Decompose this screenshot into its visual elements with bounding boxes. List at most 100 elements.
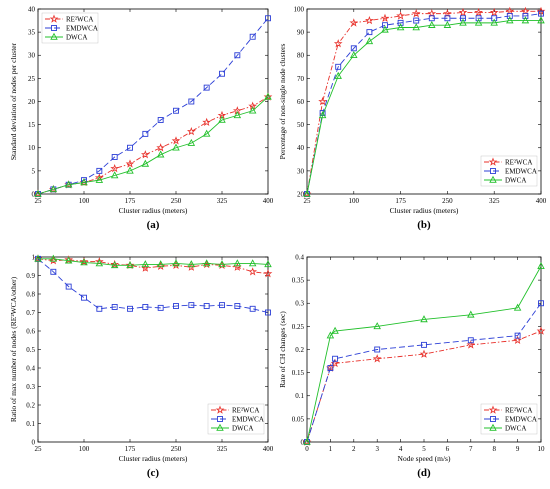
data-point — [218, 115, 226, 123]
series-line — [37, 17, 269, 195]
legend-marker — [488, 157, 498, 166]
legend-marker — [489, 175, 497, 183]
data-point — [49, 185, 58, 193]
data-point — [522, 12, 529, 19]
data-point — [521, 6, 530, 16]
x-tick-label: 3 — [375, 445, 379, 453]
data-point — [96, 305, 103, 312]
legend-entry: EMDWCA — [505, 167, 537, 175]
series-line — [37, 96, 269, 195]
data-point — [110, 261, 119, 269]
data-point — [233, 111, 242, 119]
data-point — [333, 39, 343, 48]
data-point — [234, 303, 241, 309]
data-point — [366, 29, 373, 36]
data-point — [203, 303, 210, 309]
data-point — [188, 302, 195, 309]
y-tick-label: 90 — [297, 29, 305, 37]
panel-caption: (d) — [417, 467, 431, 479]
y-tick-label: 80 — [297, 52, 305, 60]
legend-entry: DWCA — [232, 424, 253, 432]
data-point — [157, 304, 164, 311]
x-tick-label: 250 — [171, 445, 182, 453]
data-point — [538, 300, 544, 307]
legend-marker — [50, 32, 58, 40]
data-point — [411, 9, 421, 18]
data-point — [506, 12, 513, 19]
data-point — [373, 322, 381, 330]
data-point — [365, 15, 374, 25]
data-point — [187, 260, 196, 268]
data-point — [350, 50, 358, 58]
y-tick-label: 5 — [32, 167, 36, 175]
chart-panel-3: 25 100 175 250 325 400 0 0.1 0.2 0.3 0.4 0.5 0.6 0.7 0… — [9, 253, 274, 479]
data-point — [412, 23, 420, 31]
legend-entry: EMDWCA — [66, 24, 98, 32]
x-tick-label: 25 — [35, 445, 43, 453]
data-point — [173, 107, 179, 114]
y-axis-label: Rate of CH changes (sec) — [278, 311, 287, 388]
data-point — [506, 16, 514, 24]
x-tick-label: 5 — [422, 445, 426, 453]
y-tick-label: 25 — [28, 75, 36, 83]
data-point — [125, 159, 135, 168]
data-point — [330, 358, 340, 368]
data-point — [335, 63, 342, 70]
y-tick-label: 0.9 — [26, 272, 35, 280]
series-star — [302, 6, 546, 198]
y-tick-label: 0.3 — [295, 300, 304, 308]
y-tick-label: 0.15 — [292, 369, 305, 377]
y-tick-label: 0 — [301, 438, 305, 446]
legend-entry: RE²WCA — [505, 406, 532, 414]
y-tick-label: 0.6 — [26, 327, 35, 335]
data-point — [466, 340, 476, 349]
y-tick-label: 20 — [297, 190, 305, 198]
data-point — [428, 15, 435, 22]
series-line — [37, 258, 269, 313]
data-point — [249, 33, 256, 40]
data-point — [397, 19, 404, 26]
series-triangle — [34, 254, 272, 269]
data-point — [64, 255, 74, 264]
y-tick-label: 0.3 — [26, 383, 35, 391]
legend-entry: EMDWCA — [505, 415, 537, 423]
x-tick-label: 25 — [35, 197, 43, 205]
data-point — [491, 15, 498, 22]
data-point — [467, 337, 474, 344]
data-point — [125, 260, 135, 270]
series-line — [306, 302, 542, 443]
y-tick-label: 40 — [28, 5, 36, 13]
data-point — [110, 171, 119, 179]
x-tick-label: 400 — [536, 197, 547, 205]
series-line — [38, 258, 269, 266]
data-point — [202, 129, 211, 137]
data-point — [65, 283, 72, 290]
x-axis-label: Cluster radius (meters) — [119, 206, 188, 215]
data-point — [156, 260, 165, 268]
series-triangle — [303, 16, 545, 197]
y-tick-label: 0.1 — [295, 392, 304, 400]
data-point — [537, 16, 545, 24]
legend-entry: RE²WCA — [505, 158, 532, 166]
data-point — [64, 256, 73, 264]
data-point — [458, 7, 468, 17]
data-point — [110, 163, 120, 173]
data-point — [443, 20, 452, 28]
data-point — [64, 180, 73, 188]
data-point — [234, 52, 241, 59]
y-tick-label: 40 — [297, 144, 305, 152]
y-tick-label: 100 — [294, 5, 305, 13]
y-tick-label: 50 — [297, 121, 305, 129]
y-tick-label: 0.35 — [292, 277, 305, 285]
data-point — [219, 302, 225, 309]
y-tick-label: 20 — [28, 98, 36, 106]
legend-marker — [217, 416, 223, 422]
data-point — [141, 159, 150, 167]
data-point — [202, 117, 212, 127]
x-tick-label: 100 — [349, 197, 360, 205]
x-axis-label: Cluster radius (meters) — [390, 206, 459, 215]
legend-marker — [490, 168, 496, 174]
